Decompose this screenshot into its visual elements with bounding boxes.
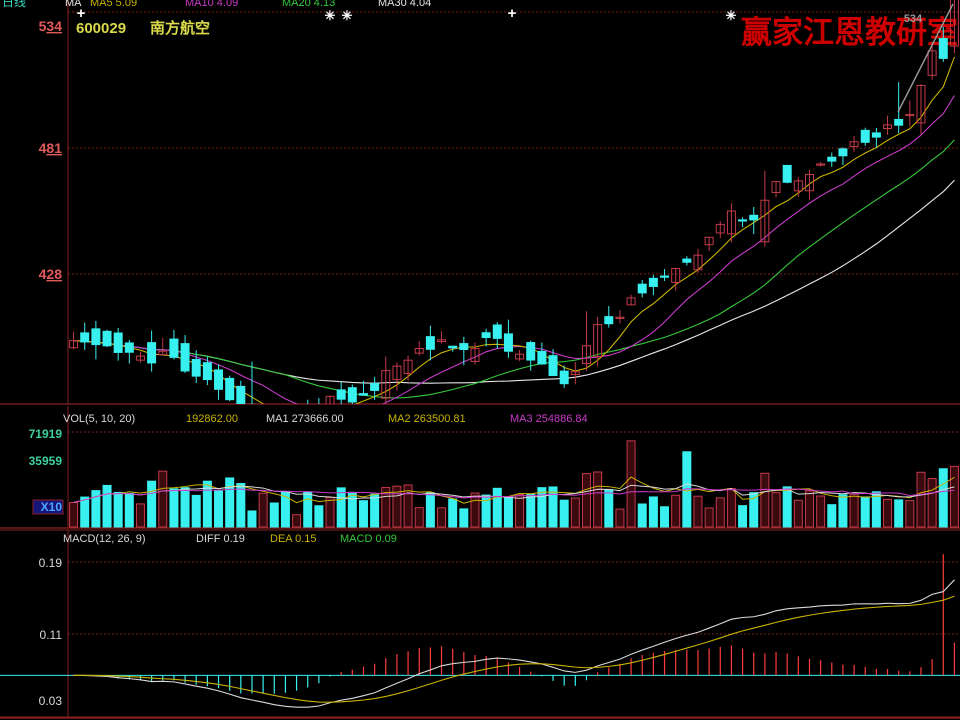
svg-text:南方航空: 南方航空 (150, 19, 210, 37)
svg-text:✳: ✳ (726, 8, 737, 23)
svg-text:MA5 5.09: MA5 5.09 (90, 0, 137, 9)
svg-text:✳: ✳ (342, 8, 353, 23)
svg-text:0.03: 0.03 (39, 694, 63, 708)
svg-text:MACD 0.09: MACD 0.09 (340, 533, 397, 545)
svg-text:✳: ✳ (325, 8, 336, 23)
svg-text:DIFF 0.19: DIFF 0.19 (196, 533, 245, 545)
svg-text:192862.00: 192862.00 (186, 413, 238, 425)
svg-text:MA2 263500.81: MA2 263500.81 (388, 413, 466, 425)
svg-text:X10: X10 (41, 500, 63, 514)
svg-text:MACD(12, 26, 9): MACD(12, 26, 9) (63, 533, 146, 545)
svg-text:534: 534 (904, 13, 923, 25)
svg-text:35959: 35959 (29, 454, 63, 468)
svg-text:+: + (508, 5, 517, 22)
svg-text:0.11: 0.11 (40, 628, 63, 642)
svg-text:MA10 4.09: MA10 4.09 (185, 0, 238, 9)
svg-text:VOL(5, 10, 20): VOL(5, 10, 20) (63, 413, 135, 425)
svg-text:0.19: 0.19 (39, 556, 63, 570)
svg-text:+: + (77, 5, 86, 22)
svg-text:日线: 日线 (2, 0, 26, 9)
svg-text:428: 428 (39, 266, 63, 282)
svg-text:赢家江恩教研室: 赢家江恩教研室 (741, 15, 958, 50)
svg-text:MA30 4.04: MA30 4.04 (378, 0, 431, 9)
svg-text:481: 481 (39, 140, 63, 156)
svg-text:MA1 273666.00: MA1 273666.00 (266, 413, 344, 425)
svg-text:71919: 71919 (29, 427, 63, 441)
svg-text:534: 534 (39, 18, 63, 34)
svg-text:600029: 600029 (76, 20, 126, 37)
svg-text:MA3 254886.84: MA3 254886.84 (510, 413, 588, 425)
svg-text:DEA 0.15: DEA 0.15 (270, 533, 316, 545)
